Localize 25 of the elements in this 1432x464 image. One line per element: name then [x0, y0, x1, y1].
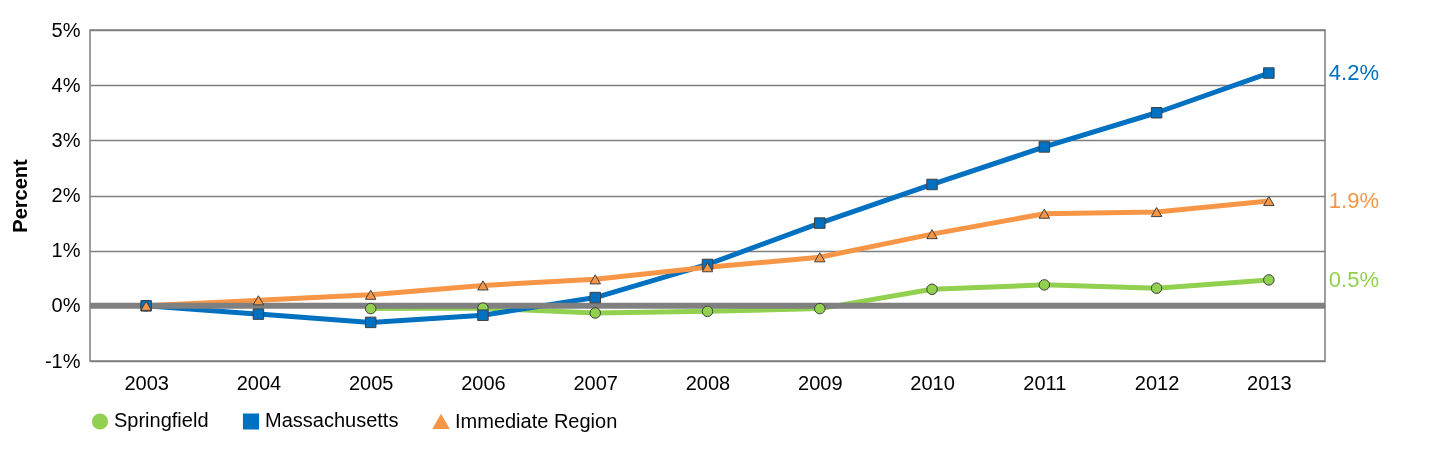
x-tick-label: 2011: [1023, 371, 1067, 394]
x-tick-label: 2003: [124, 371, 169, 394]
x-tick-label: 2010: [910, 371, 955, 394]
x-tick-label: 2007: [573, 371, 618, 394]
x-tick-label: 2012: [1134, 371, 1180, 394]
annotation: 4.2%: [1328, 60, 1380, 86]
x-tick-label: 2006: [461, 371, 506, 394]
annotation: 1.9%: [1328, 188, 1380, 214]
y-tick-label: 0%: [51, 294, 81, 317]
y-tick-label: -1%: [44, 349, 81, 372]
annotation: 0.5%: [1328, 266, 1380, 292]
x-tick-label: 2009: [798, 371, 843, 394]
y-tick-label: 3%: [51, 128, 81, 151]
x-tick-label: 2004: [236, 371, 282, 394]
legend-label: Springfield: [114, 409, 209, 432]
y-tick-label: 5%: [51, 18, 81, 41]
y-axis-title: Percent: [8, 158, 31, 233]
x-tick-label: 2005: [348, 371, 394, 394]
y-tick-label: 4%: [51, 73, 81, 96]
y-tick-label: 1%: [51, 239, 81, 262]
x-tick-label: 2008: [685, 371, 731, 394]
x-tick-label: 2013: [1247, 371, 1292, 394]
y-tick-label: 2%: [51, 184, 81, 206]
legend-label: Immediate Region: [455, 409, 618, 432]
legend-label: Massachusetts: [265, 409, 399, 432]
